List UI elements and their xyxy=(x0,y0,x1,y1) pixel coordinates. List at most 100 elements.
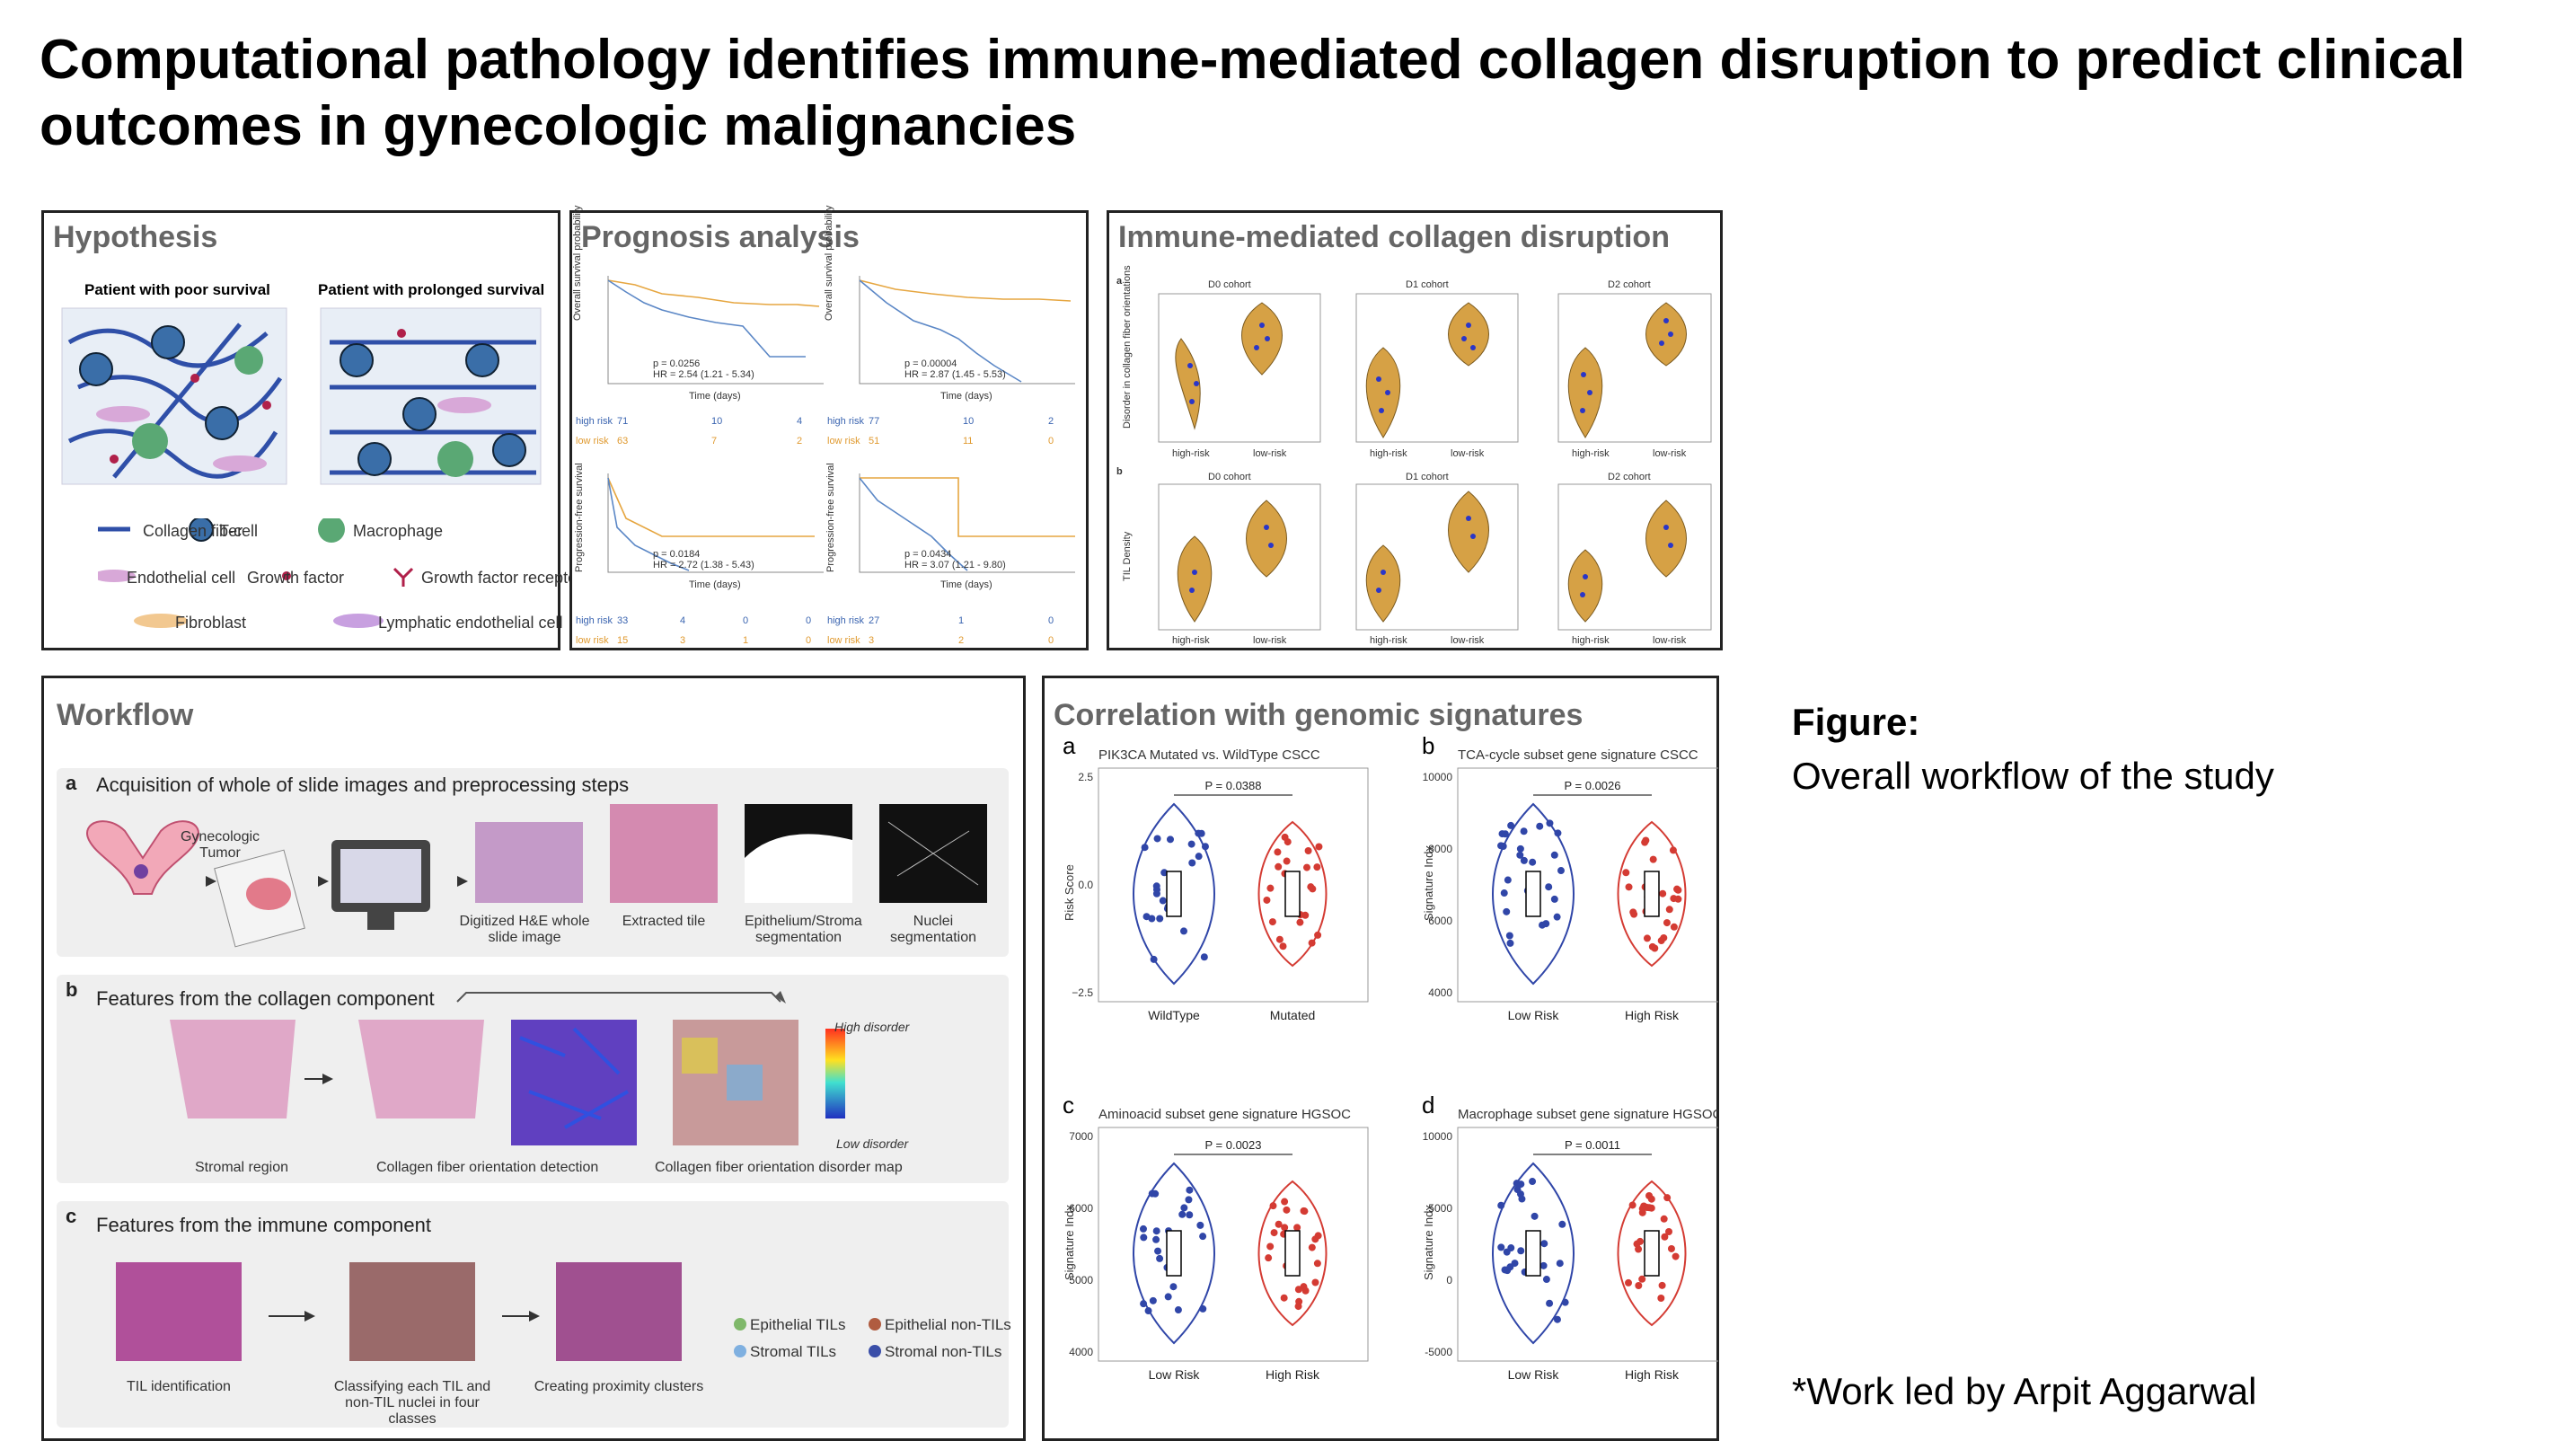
genomic-point xyxy=(1503,907,1511,915)
risk-pfs1-high-0: 33 xyxy=(617,615,629,626)
genomic-box xyxy=(1284,1230,1301,1277)
workflow-title: Workflow xyxy=(57,698,194,732)
genomic-point xyxy=(1315,843,1323,851)
legend-gf-receptor: Growth factor receptor xyxy=(421,569,583,587)
genomic-ytick: -5000 xyxy=(1425,1346,1452,1358)
genomic-point xyxy=(1536,822,1544,830)
genomic-point xyxy=(1504,876,1512,884)
genomic-point xyxy=(1670,923,1678,931)
xlabel-4: Time (days) xyxy=(940,579,992,590)
legend-fibroblast: Fibroblast xyxy=(175,614,247,632)
immune-row-b: b xyxy=(1116,466,1123,477)
genomic-point xyxy=(1200,953,1208,961)
genomic-point xyxy=(1542,1276,1550,1284)
genomic-point xyxy=(1164,1293,1172,1301)
genomic-violin xyxy=(1617,1180,1687,1327)
genomic-box xyxy=(1525,871,1541,917)
genomic-point xyxy=(1669,846,1677,854)
workflow-a-diagram xyxy=(86,804,987,948)
genomic-point xyxy=(1636,1237,1645,1245)
genomic-point xyxy=(1160,869,1169,877)
genomic-axes-frame xyxy=(1098,1127,1369,1362)
genomic-point xyxy=(1314,1232,1322,1240)
genomic-ylabel: Signature Indx xyxy=(1422,1205,1435,1280)
risk-os1-low-0: 63 xyxy=(617,436,629,446)
genomic-point xyxy=(1645,1204,1654,1212)
genomic-letter: c xyxy=(1063,1092,1074,1118)
risk-pfs1-low-1: 3 xyxy=(680,635,686,646)
genomic-group-label: High Risk xyxy=(1625,1367,1680,1382)
section-a-letter: a xyxy=(66,772,77,794)
os-ylabel-1: Overall survival probability xyxy=(572,205,583,321)
risk-high-2: high risk xyxy=(827,416,864,427)
b-grp-1-1: low-risk xyxy=(1451,635,1485,646)
section-b-label-1: Collagen fiber orientation detection xyxy=(376,1160,599,1175)
genomic-box xyxy=(1644,871,1660,917)
section-c-title: Features from the immune component xyxy=(96,1214,431,1236)
genomic-pvalue: P = 0.0023 xyxy=(1204,1138,1261,1152)
genomic-point xyxy=(1156,915,1164,923)
genomic-point xyxy=(1196,1221,1204,1229)
genomic-point xyxy=(1152,886,1160,894)
genomic-box xyxy=(1284,871,1301,917)
genomic-point xyxy=(1141,844,1149,852)
risk-pfs1-low-0: 15 xyxy=(617,635,629,646)
genomic-ytick: 8000 xyxy=(1428,843,1452,855)
genomic-subtitle: PIK3CA Mutated vs. WildType CSCC xyxy=(1098,747,1320,763)
genomic-point xyxy=(1275,935,1284,943)
workflow-c-diagram xyxy=(116,1262,881,1361)
legend-stromal-non-tils: Stromal non-TILs xyxy=(885,1343,1002,1360)
genomic-panel: Correlation with genomic signatures a PIK… xyxy=(1042,676,1719,1441)
genomic-ytick: 5000 xyxy=(1069,1274,1093,1286)
genomic-point xyxy=(1642,836,1650,844)
a-grp-0-1: low-risk xyxy=(1253,448,1287,459)
genomic-point xyxy=(1638,1275,1646,1283)
genomic-pvalue: P = 0.0026 xyxy=(1564,779,1620,792)
genomic-point xyxy=(1301,1286,1310,1295)
risk-os2-low-0: 51 xyxy=(869,436,880,446)
genomic-point xyxy=(1313,863,1321,871)
a-cohort-0: D0 cohort xyxy=(1208,279,1251,290)
section-a-title: Acquisition of whole of slide images and… xyxy=(96,774,630,796)
genomic-point xyxy=(1507,821,1515,829)
genomic-point xyxy=(1672,1252,1680,1260)
genomic-violin-charts: a PIK3CA Mutated vs. WildType CSCC Risk Sc… xyxy=(1063,732,1718,1382)
genomic-point xyxy=(1625,1278,1633,1286)
hr3: HR = 2.72 (1.38 - 5.43) xyxy=(653,560,754,570)
genomic-point xyxy=(1199,1233,1207,1241)
poor-survival-label: Patient with poor survival xyxy=(84,281,270,298)
genomic-point xyxy=(1506,939,1514,947)
genomic-point xyxy=(1506,1263,1514,1271)
genomic-ytick: 4000 xyxy=(1428,986,1452,999)
genomic-letter: d xyxy=(1422,1092,1434,1118)
genomic-point xyxy=(1151,1189,1160,1198)
b-cohort-1: D1 cohort xyxy=(1406,472,1449,482)
genomic-ytick: 6000 xyxy=(1069,1202,1093,1215)
risk-pfs1-high-2: 0 xyxy=(743,615,749,626)
genomic-point xyxy=(1497,842,1505,850)
genomic-ylabel: Risk Score xyxy=(1063,864,1076,921)
genomic-point xyxy=(1186,1186,1194,1194)
genomic-point xyxy=(1520,827,1528,836)
legend-collagen-fiber: Collagen fiber xyxy=(143,522,243,540)
genomic-point xyxy=(1294,1303,1302,1311)
legend-endothelial: Endothelial cell xyxy=(127,569,236,587)
risk-high-3: high risk xyxy=(576,615,613,626)
genomic-point xyxy=(1148,915,1156,923)
risk-os1-high-0: 71 xyxy=(617,416,629,427)
genomic-point xyxy=(1149,1296,1157,1304)
genomic-subtitle: Macrophage subset gene signature HGSOC xyxy=(1458,1107,1718,1122)
genomic-point xyxy=(1263,896,1271,904)
section-b-label-2: Collagen fiber orientation disorder map xyxy=(655,1160,903,1175)
genomic-point xyxy=(1275,862,1283,871)
risk-low-4: low risk xyxy=(827,635,860,646)
risk-os2-low-1: 11 xyxy=(963,436,974,446)
genomic-point xyxy=(1500,889,1508,897)
risk-pfs1-low-2: 1 xyxy=(743,635,749,646)
risk-os2-high-2: 2 xyxy=(1048,416,1054,427)
risk-low-3: low risk xyxy=(576,635,609,646)
genomic-axes-frame xyxy=(1457,767,1718,1003)
genomic-point xyxy=(1309,885,1317,893)
genomic-point xyxy=(1144,1307,1152,1315)
genomic-point xyxy=(1657,1295,1665,1303)
